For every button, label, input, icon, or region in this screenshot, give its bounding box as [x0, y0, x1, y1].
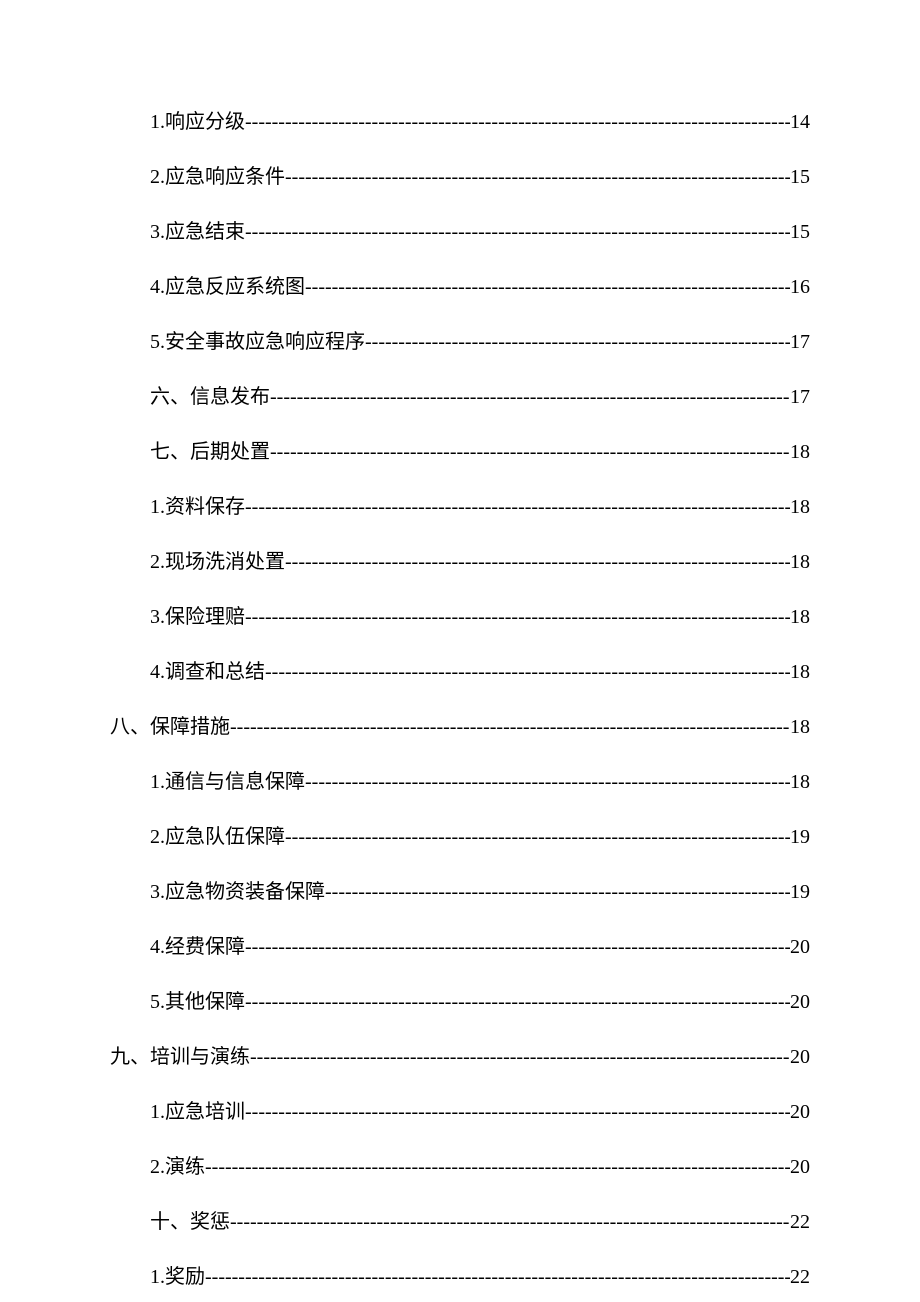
- toc-entry-page: 19: [790, 825, 810, 849]
- toc-entry-label: 1.通信与信息保障: [150, 770, 305, 794]
- toc-entry-leader: [285, 825, 790, 849]
- toc-entry-page: 17: [790, 330, 810, 354]
- toc-entry-leader: [325, 880, 790, 904]
- toc-entry-leader: [305, 770, 790, 794]
- toc-entry-label: 4.应急反应系统图: [150, 275, 305, 299]
- toc-entry-label: 1.应急培训: [150, 1100, 245, 1124]
- toc-entry-label: 十、奖惩: [150, 1210, 230, 1234]
- toc-entry-page: 18: [790, 605, 810, 629]
- table-of-contents: 1.响应分级 14 2.应急响应条件 15 3.应急结束 15 4.应急反应系统图 16 5.安…: [110, 110, 810, 1289]
- toc-entry-leader: [245, 220, 790, 244]
- toc-entry: 5.安全事故应急响应程序 17: [110, 330, 810, 354]
- toc-entry-page: 20: [790, 1100, 810, 1124]
- toc-entry: 七、后期处置 18: [110, 440, 810, 464]
- toc-entry-page: 22: [790, 1265, 810, 1289]
- toc-entry-label: 六、信息发布: [150, 385, 270, 409]
- toc-entry-leader: [245, 605, 790, 629]
- toc-entry: 八、保障措施 18: [110, 715, 810, 739]
- toc-entry-label: 2.应急响应条件: [150, 165, 285, 189]
- toc-entry-label: 5.安全事故应急响应程序: [150, 330, 365, 354]
- toc-entry-label: 1.奖励: [150, 1265, 205, 1289]
- toc-entry: 3.保险理赔 18: [110, 605, 810, 629]
- toc-entry: 十、奖惩 22: [110, 1210, 810, 1234]
- toc-entry: 4.调查和总结 18: [110, 660, 810, 684]
- toc-entry-page: 18: [790, 495, 810, 519]
- toc-entry-label: 3.保险理赔: [150, 605, 245, 629]
- toc-entry: 1.资料保存 18: [110, 495, 810, 519]
- toc-entry: 1.应急培训 20: [110, 1100, 810, 1124]
- toc-entry-page: 18: [790, 660, 810, 684]
- toc-entry-label: 七、后期处置: [150, 440, 270, 464]
- toc-entry: 六、信息发布 17: [110, 385, 810, 409]
- toc-entry: 3.应急结束 15: [110, 220, 810, 244]
- toc-entry: 九、培训与演练 20: [110, 1045, 810, 1069]
- toc-entry-label: 4.经费保障: [150, 935, 245, 959]
- toc-entry-label: 3.应急物资装备保障: [150, 880, 325, 904]
- toc-entry: 1.奖励 22: [110, 1265, 810, 1289]
- toc-entry-label: 2.应急队伍保障: [150, 825, 285, 849]
- toc-entry-leader: [245, 990, 790, 1014]
- toc-entry: 2.演练 20: [110, 1155, 810, 1179]
- toc-entry-leader: [245, 110, 790, 134]
- toc-entry-page: 18: [790, 770, 810, 794]
- toc-entry-label: 3.应急结束: [150, 220, 245, 244]
- toc-entry-page: 20: [790, 990, 810, 1014]
- toc-entry-page: 20: [790, 1045, 810, 1069]
- toc-entry-leader: [285, 165, 790, 189]
- toc-entry-page: 22: [790, 1210, 810, 1234]
- toc-entry: 2.应急响应条件 15: [110, 165, 810, 189]
- toc-entry-label: 九、培训与演练: [110, 1045, 250, 1069]
- toc-entry-leader: [245, 935, 790, 959]
- toc-entry-leader: [250, 1045, 790, 1069]
- toc-entry-leader: [205, 1155, 790, 1179]
- toc-entry-page: 16: [790, 275, 810, 299]
- toc-entry-leader: [230, 715, 790, 739]
- toc-entry: 1.通信与信息保障 18: [110, 770, 810, 794]
- toc-entry-leader: [270, 385, 790, 409]
- toc-entry: 1.响应分级 14: [110, 110, 810, 134]
- toc-entry-label: 八、保障措施: [110, 715, 230, 739]
- toc-entry-leader: [205, 1265, 790, 1289]
- toc-entry-page: 14: [790, 110, 810, 134]
- toc-entry-leader: [305, 275, 790, 299]
- toc-entry: 4.经费保障 20: [110, 935, 810, 959]
- toc-entry-leader: [285, 550, 790, 574]
- toc-entry-leader: [245, 1100, 790, 1124]
- toc-entry: 2.应急队伍保障 19: [110, 825, 810, 849]
- toc-entry-label: 5.其他保障: [150, 990, 245, 1014]
- toc-entry-leader: [365, 330, 790, 354]
- toc-entry-leader: [270, 440, 790, 464]
- toc-entry-page: 18: [790, 550, 810, 574]
- toc-entry-label: 1.响应分级: [150, 110, 245, 134]
- toc-entry: 3.应急物资装备保障 19: [110, 880, 810, 904]
- toc-entry-label: 2.现场洗消处置: [150, 550, 285, 574]
- toc-entry-page: 18: [790, 440, 810, 464]
- toc-entry: 4.应急反应系统图 16: [110, 275, 810, 299]
- toc-entry-leader: [230, 1210, 790, 1234]
- toc-entry-page: 19: [790, 880, 810, 904]
- toc-entry-page: 18: [790, 715, 810, 739]
- toc-entry-label: 1.资料保存: [150, 495, 245, 519]
- toc-entry: 2.现场洗消处置 18: [110, 550, 810, 574]
- toc-entry-label: 4.调查和总结: [150, 660, 265, 684]
- toc-entry-page: 15: [790, 165, 810, 189]
- toc-entry-page: 15: [790, 220, 810, 244]
- toc-entry-label: 2.演练: [150, 1155, 205, 1179]
- toc-entry: 5.其他保障 20: [110, 990, 810, 1014]
- toc-entry-page: 17: [790, 385, 810, 409]
- toc-entry-page: 20: [790, 1155, 810, 1179]
- toc-entry-page: 20: [790, 935, 810, 959]
- toc-entry-leader: [245, 495, 790, 519]
- toc-entry-leader: [265, 660, 790, 684]
